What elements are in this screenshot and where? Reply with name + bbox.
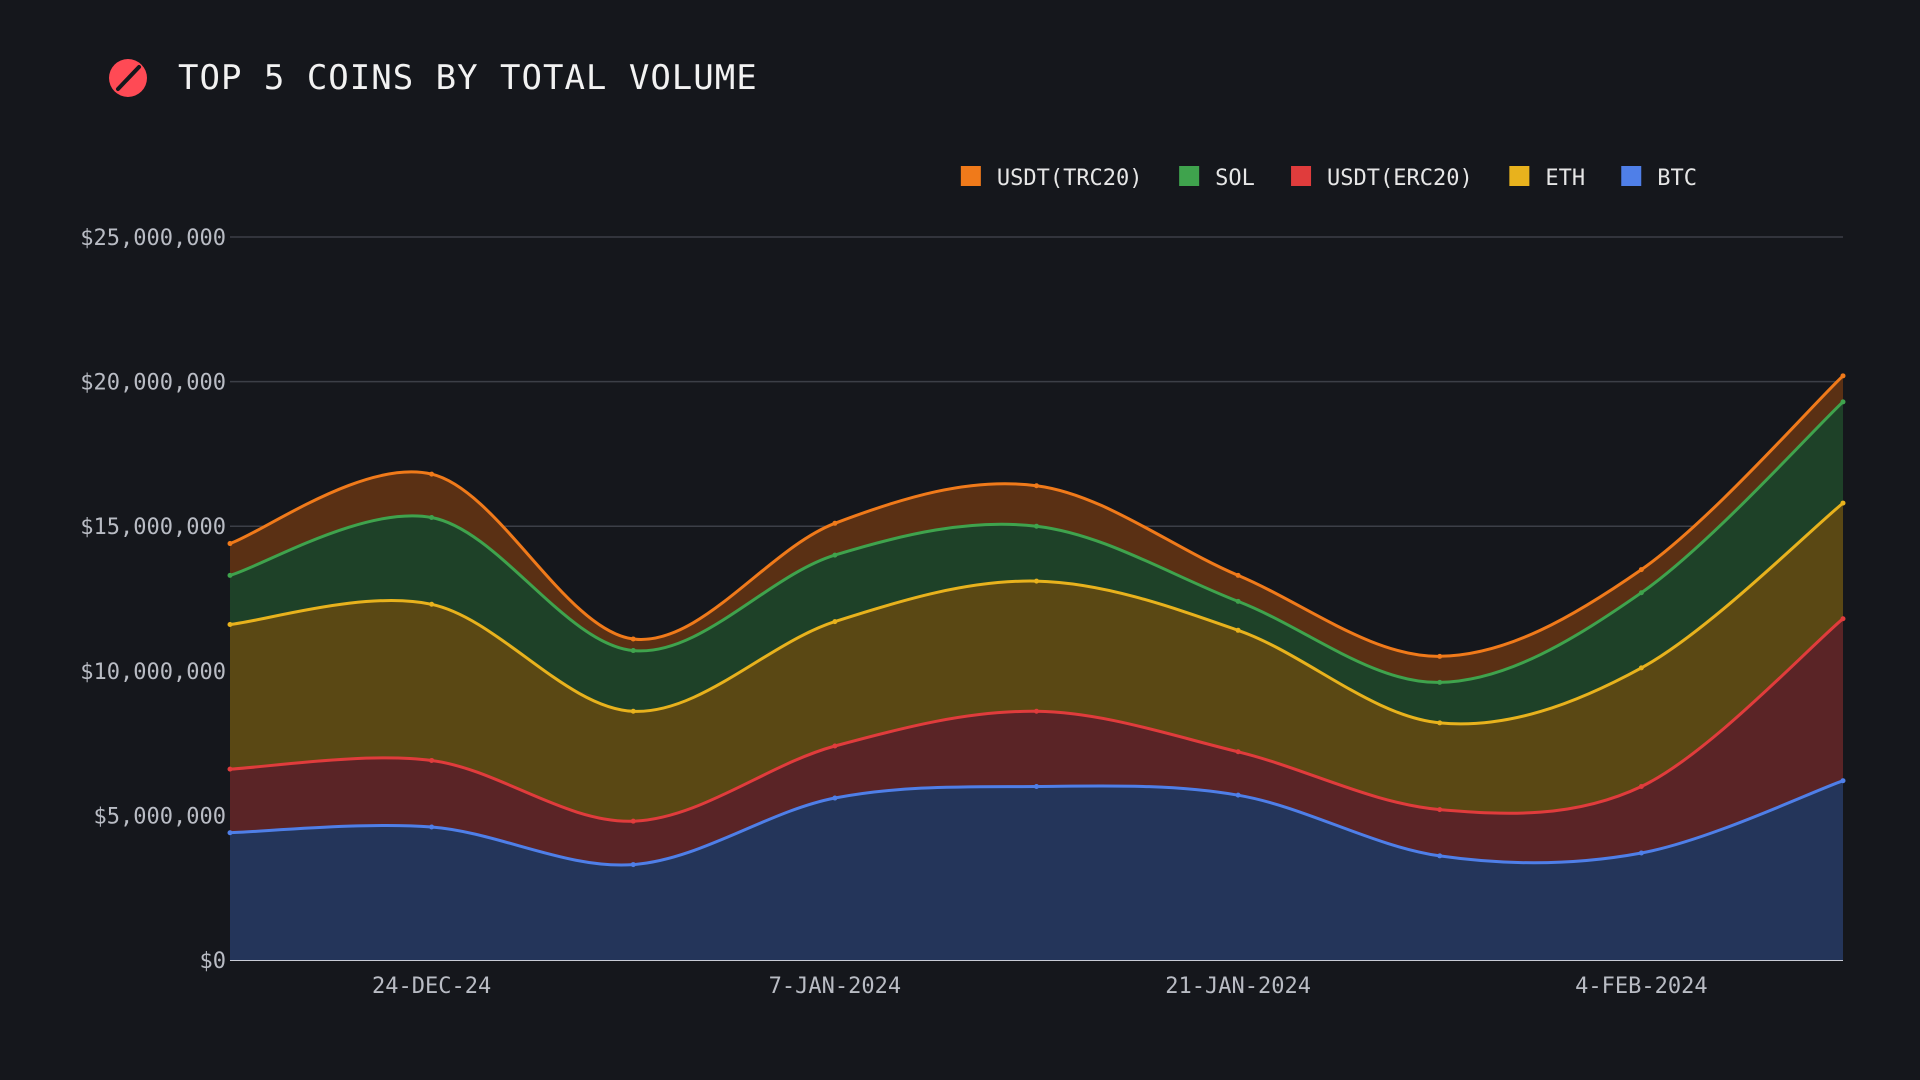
legend-item-btc[interactable]: BTC xyxy=(1621,166,1697,191)
point-layer xyxy=(227,373,1846,868)
point-usdt-erc20 xyxy=(1034,708,1039,714)
point-btc xyxy=(1638,850,1644,856)
point-btc xyxy=(832,795,838,801)
y-tick-label: $0 xyxy=(200,949,227,974)
y-tick-label: $5,000,000 xyxy=(94,804,226,829)
legend-item-sol[interactable]: SOL xyxy=(1179,166,1255,191)
legend-swatch xyxy=(960,166,981,186)
point-sol xyxy=(1034,523,1039,529)
x-tick-label: 7-JAN-2024 xyxy=(769,974,901,999)
point-btc xyxy=(1235,792,1241,798)
point-usdt-erc20 xyxy=(1638,783,1644,789)
point-usdt-trc20 xyxy=(630,636,636,642)
point-usdt-trc20 xyxy=(1034,483,1039,489)
point-eth xyxy=(1235,627,1241,633)
legend-swatch xyxy=(1179,166,1200,186)
point-eth xyxy=(227,622,233,628)
point-usdt-trc20 xyxy=(832,520,838,526)
legend-swatch xyxy=(1291,166,1312,186)
legend-item-usdt-erc20[interactable]: USDT(ERC20) xyxy=(1291,166,1473,191)
legend-item-usdt-trc20[interactable]: USDT(TRC20) xyxy=(960,166,1143,191)
point-eth xyxy=(1638,665,1644,671)
legend-label: USDT(TRC20) xyxy=(997,166,1143,191)
point-eth xyxy=(429,601,435,607)
point-usdt-trc20 xyxy=(1437,653,1443,659)
area-usdt-erc20 xyxy=(230,618,1843,866)
y-tick-label: $10,000,000 xyxy=(80,660,226,685)
area-sol xyxy=(230,401,1843,724)
legend-label: BTC xyxy=(1657,166,1697,191)
point-usdt-erc20 xyxy=(227,766,233,772)
point-sol xyxy=(429,515,435,521)
point-usdt-erc20 xyxy=(429,757,435,763)
x-tick-label: 21-JAN-2024 xyxy=(1165,974,1311,999)
point-usdt-trc20 xyxy=(1235,572,1241,578)
point-eth xyxy=(1437,720,1443,726)
point-usdt-erc20 xyxy=(1235,749,1241,755)
slashed-circle-icon xyxy=(109,59,147,97)
point-btc xyxy=(1437,853,1443,859)
y-tick-label: $20,000,000 xyxy=(80,371,226,396)
point-btc xyxy=(630,862,636,868)
point-usdt-trc20 xyxy=(1638,567,1644,573)
point-sol xyxy=(1840,399,1846,405)
point-usdt-erc20 xyxy=(630,818,636,824)
point-usdt-trc20 xyxy=(429,471,435,477)
point-btc xyxy=(429,824,435,830)
x-tick-label: 4-FEB-2024 xyxy=(1575,974,1707,999)
point-sol xyxy=(832,552,838,558)
legend-swatch xyxy=(1621,166,1642,186)
legend-swatch xyxy=(1509,166,1530,186)
legend[interactable]: USDT(TRC20) SOL USDT(ERC20) ETH BTC xyxy=(960,166,1697,191)
area-btc xyxy=(230,780,1843,960)
point-eth xyxy=(832,619,838,625)
area-eth xyxy=(230,503,1843,822)
area-layer xyxy=(230,375,1843,960)
axis-layer: $0 $5,000,000 $10,000,000 $15,000,000 $20,00… xyxy=(80,226,1707,999)
legend-item-eth[interactable]: ETH xyxy=(1509,166,1585,191)
point-usdt-trc20 xyxy=(227,541,233,547)
point-btc xyxy=(1840,778,1846,784)
point-usdt-trc20 xyxy=(1840,373,1846,379)
point-eth xyxy=(1034,578,1039,584)
x-tick-label: 24-DEC-24 xyxy=(372,974,491,999)
point-sol xyxy=(227,572,233,578)
point-usdt-erc20 xyxy=(1840,616,1846,622)
point-eth xyxy=(1840,500,1846,506)
point-btc xyxy=(227,830,233,836)
chart-title: TOP 5 COINS BY TOTAL VOLUME xyxy=(178,58,758,98)
point-btc xyxy=(1034,783,1039,789)
point-usdt-erc20 xyxy=(1437,807,1443,813)
point-usdt-erc20 xyxy=(832,743,838,749)
point-sol xyxy=(1638,590,1644,596)
point-sol xyxy=(1235,598,1241,604)
y-tick-label: $15,000,000 xyxy=(80,515,226,540)
legend-label: SOL xyxy=(1215,166,1255,191)
legend-label: USDT(ERC20) xyxy=(1327,166,1473,191)
y-tick-label: $25,000,000 xyxy=(80,226,226,251)
legend-label: ETH xyxy=(1545,166,1585,191)
point-sol xyxy=(630,648,636,654)
point-sol xyxy=(1437,679,1443,685)
point-eth xyxy=(630,708,636,714)
title-row: TOP 5 COINS BY TOTAL VOLUME xyxy=(108,58,758,98)
